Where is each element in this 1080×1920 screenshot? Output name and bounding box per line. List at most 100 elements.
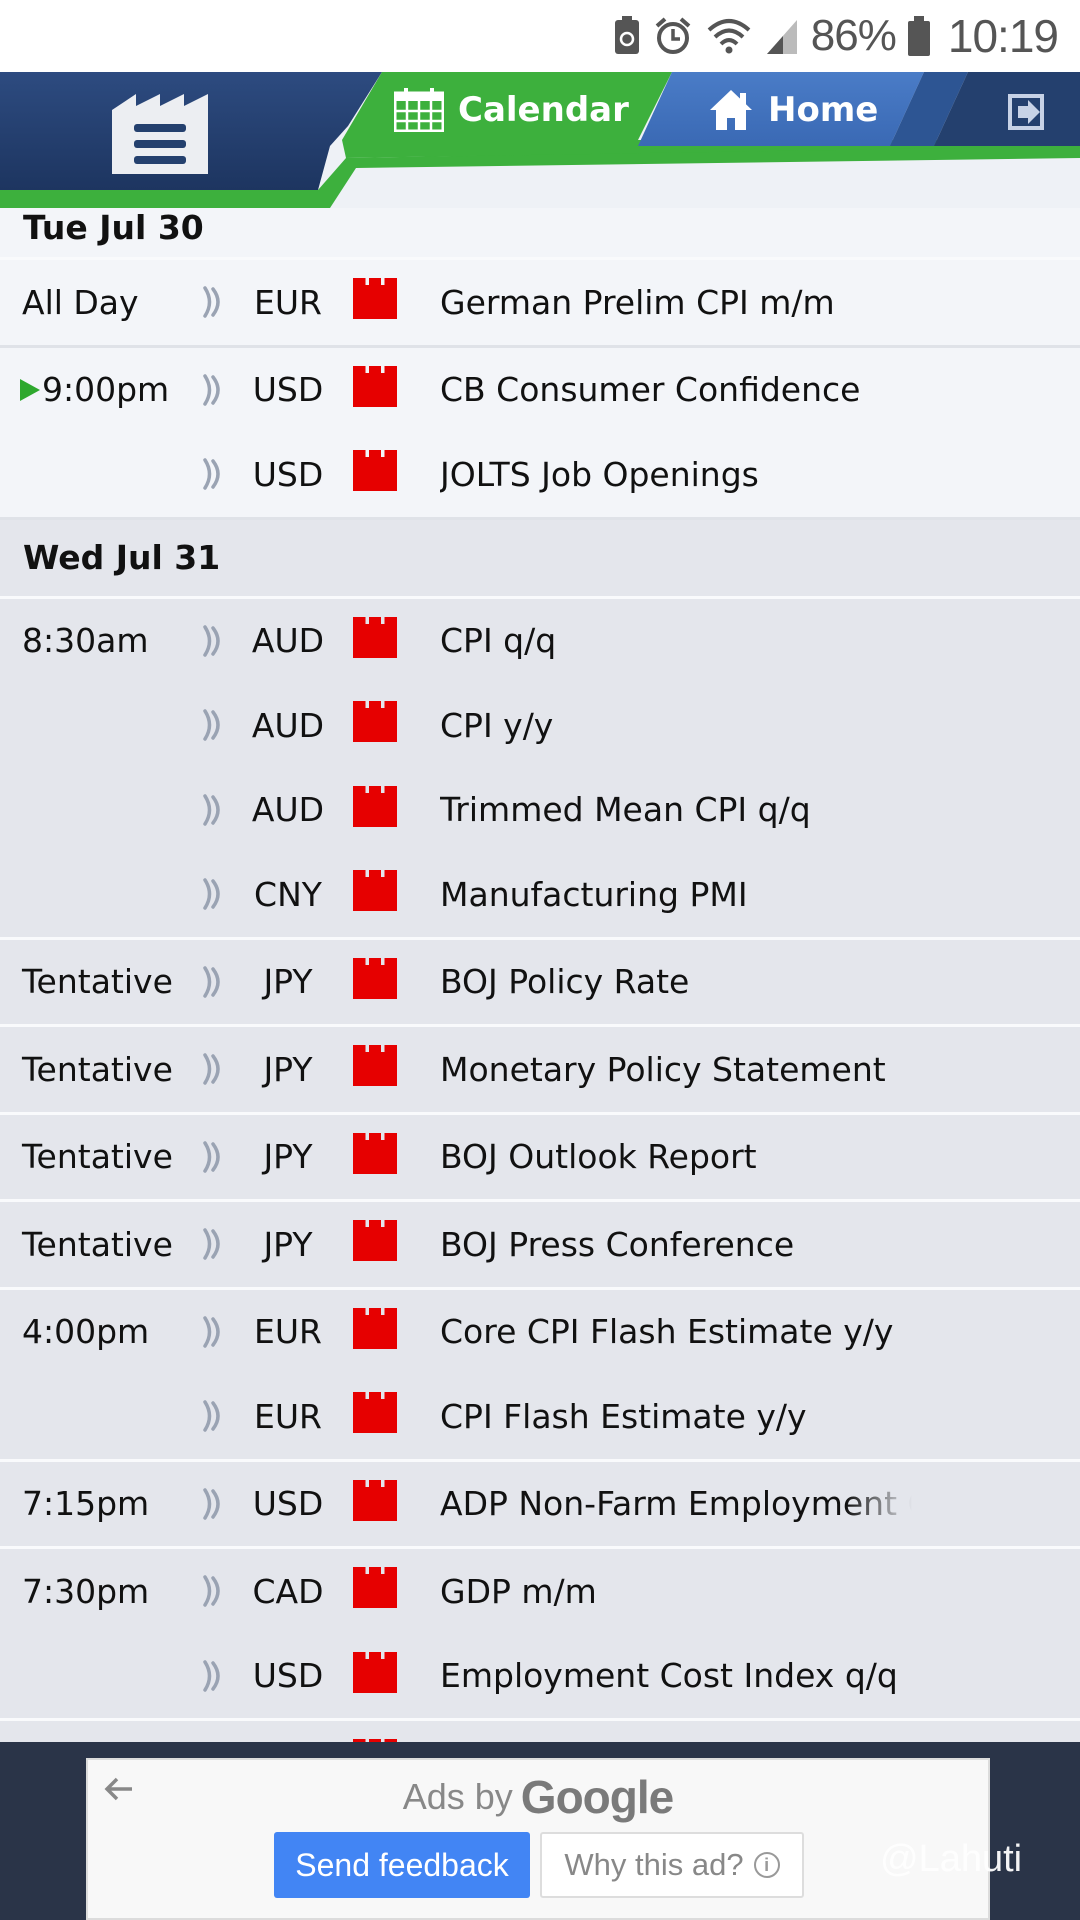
event-group: 4:00pm EUR Core CPI Flash Estimate y/y EUR C… bbox=[0, 1289, 1080, 1462]
event-currency: USD bbox=[252, 454, 324, 494]
event-row[interactable]: EUR CPI Flash Estimate y/y bbox=[0, 1374, 1080, 1459]
impact-high-icon bbox=[352, 1115, 398, 1200]
event-group: 9:00pm USD CB Consumer Confidence USD JOLTS … bbox=[0, 347, 1080, 520]
send-feedback-button[interactable]: Send feedback bbox=[274, 1832, 530, 1898]
event-row[interactable]: 7:15pm USD ADP Non-Farm Employment Change bbox=[0, 1462, 1080, 1547]
event-currency: JPY bbox=[263, 1224, 313, 1264]
event-group: Tentative JPY Monetary Policy Statement bbox=[0, 1027, 1080, 1115]
tab-calendar[interactable]: Calendar bbox=[394, 80, 629, 140]
event-currency: CNY bbox=[254, 874, 322, 914]
event-row[interactable]: Tentative JPY BOJ Outlook Report bbox=[0, 1115, 1080, 1200]
speaker-icon[interactable] bbox=[198, 1374, 228, 1459]
back-arrow-icon[interactable] bbox=[102, 1772, 136, 1806]
impact-high-icon bbox=[352, 1549, 398, 1634]
speaker-icon[interactable] bbox=[198, 1721, 228, 1742]
event-row[interactable]: AUD CPI y/y bbox=[0, 683, 1080, 768]
ad-banner: Ads by Google Send feedback Why this ad? … bbox=[0, 1742, 1080, 1920]
speaker-icon[interactable] bbox=[198, 768, 228, 853]
event-time-label: All Day bbox=[22, 282, 139, 322]
event-time-label: 9:00pm bbox=[42, 370, 170, 410]
event-row[interactable]: CNY Manufacturing PMI bbox=[0, 852, 1080, 937]
event-currency: EUR bbox=[254, 282, 322, 322]
event-row[interactable]: 4:00pm EUR Core CPI Flash Estimate y/y bbox=[0, 1290, 1080, 1375]
speaker-icon[interactable] bbox=[198, 940, 228, 1025]
event-time-label: 7:15pm bbox=[22, 1484, 150, 1524]
speaker-icon[interactable] bbox=[198, 1634, 228, 1719]
speaker-icon[interactable] bbox=[198, 1549, 228, 1634]
live-indicator-icon bbox=[20, 378, 40, 401]
event-group: All Day EUR German Prelim CPI m/m bbox=[0, 260, 1080, 348]
status-icons: 86% 10:19 bbox=[613, 10, 1059, 62]
impact-high-icon bbox=[352, 1202, 398, 1287]
logout-button[interactable] bbox=[1008, 92, 1048, 132]
event-row[interactable]: AUD Trimmed Mean CPI q/q bbox=[0, 768, 1080, 853]
calendar-icon bbox=[394, 88, 444, 132]
day-header: Tue Jul 30 bbox=[0, 208, 1080, 260]
speaker-icon[interactable] bbox=[198, 348, 228, 433]
event-time bbox=[22, 1634, 192, 1719]
event-row[interactable]: USD JOLTS Job Openings bbox=[0, 432, 1080, 517]
speaker-icon[interactable] bbox=[198, 1115, 228, 1200]
menu-icon bbox=[112, 94, 208, 174]
battery-icon bbox=[907, 16, 930, 56]
event-title: Monetary Policy Statement bbox=[440, 1049, 886, 1089]
event-title: Core CPI Flash Estimate y/y bbox=[440, 1312, 894, 1352]
event-currency: AUD bbox=[251, 705, 325, 745]
why-this-ad-button[interactable]: Why this ad? i bbox=[540, 1832, 804, 1898]
event-title: German Prelim CPI m/m bbox=[440, 282, 835, 322]
speaker-icon[interactable] bbox=[198, 1290, 228, 1375]
calendar-list[interactable]: Tue Jul 30 All Day EUR German Prelim CPI m/… bbox=[0, 208, 1080, 1742]
event-time bbox=[22, 432, 192, 517]
event-currency: USD bbox=[252, 370, 324, 410]
event-currency: EUR bbox=[254, 1396, 322, 1436]
event-row[interactable]: Tentative JPY BOJ Press Conference bbox=[0, 1202, 1080, 1287]
event-title: CPI q/q bbox=[440, 621, 557, 661]
impact-high-icon bbox=[352, 432, 398, 517]
speaker-icon[interactable] bbox=[198, 599, 228, 684]
event-group: 9:00pm USD Pending Home Sales m/m bbox=[0, 1721, 1080, 1742]
menu-button[interactable] bbox=[108, 90, 212, 176]
event-row[interactable]: 7:30pm CAD GDP m/m bbox=[0, 1549, 1080, 1634]
event-row[interactable]: Tentative JPY Monetary Policy Statement bbox=[0, 1027, 1080, 1112]
event-row[interactable]: 9:00pm USD Pending Home Sales m/m bbox=[0, 1721, 1080, 1742]
speaker-icon[interactable] bbox=[198, 1027, 228, 1112]
ads-by-label: Ads by bbox=[402, 1776, 513, 1817]
event-time: 9:00pm bbox=[22, 1721, 192, 1742]
event-currency: USD bbox=[252, 1656, 324, 1696]
event-currency: USD bbox=[246, 1721, 330, 1742]
impact-high-icon bbox=[352, 1027, 398, 1112]
home-icon bbox=[710, 90, 752, 130]
event-row[interactable]: All Day EUR German Prelim CPI m/m bbox=[0, 260, 1080, 345]
event-time bbox=[22, 683, 192, 768]
event-time-label: 7:30pm bbox=[22, 1571, 150, 1611]
event-time: Tentative bbox=[22, 1115, 192, 1200]
event-time: 4:00pm bbox=[22, 1290, 192, 1375]
event-time bbox=[22, 768, 192, 853]
speaker-icon[interactable] bbox=[198, 260, 228, 345]
event-group: Tentative JPY BOJ Policy Rate bbox=[0, 939, 1080, 1027]
event-title: Manufacturing PMI bbox=[440, 874, 748, 914]
event-title: CB Consumer Confidence bbox=[440, 370, 861, 410]
speaker-icon[interactable] bbox=[198, 852, 228, 937]
speaker-icon[interactable] bbox=[198, 683, 228, 768]
battery-percent: 86% bbox=[810, 11, 897, 60]
event-title: GDP m/m bbox=[440, 1571, 597, 1611]
event-title: BOJ Press Conference bbox=[440, 1224, 795, 1264]
event-group: 7:15pm USD ADP Non-Farm Employment Change bbox=[0, 1461, 1080, 1549]
wifi-icon bbox=[707, 19, 751, 54]
event-title: CPI Flash Estimate y/y bbox=[440, 1396, 807, 1436]
event-time-label: Tentative bbox=[22, 1224, 173, 1264]
app-header: Calendar Home bbox=[0, 72, 1080, 208]
event-row[interactable]: 9:00pm USD CB Consumer Confidence bbox=[0, 348, 1080, 433]
event-row[interactable]: 8:30am AUD CPI q/q bbox=[0, 599, 1080, 684]
tab-home[interactable]: Home bbox=[708, 80, 878, 140]
speaker-icon[interactable] bbox=[198, 1202, 228, 1287]
event-row[interactable]: USD Employment Cost Index q/q bbox=[0, 1634, 1080, 1719]
speaker-icon[interactable] bbox=[198, 1462, 228, 1547]
status-bar: 86% 10:19 bbox=[0, 0, 1080, 72]
event-time: Tentative bbox=[22, 1027, 192, 1112]
event-row[interactable]: Tentative JPY BOJ Policy Rate bbox=[0, 940, 1080, 1025]
event-group: Tentative JPY BOJ Outlook Report bbox=[0, 1114, 1080, 1202]
speaker-icon[interactable] bbox=[198, 432, 228, 517]
event-time: 8:30am bbox=[22, 599, 192, 684]
